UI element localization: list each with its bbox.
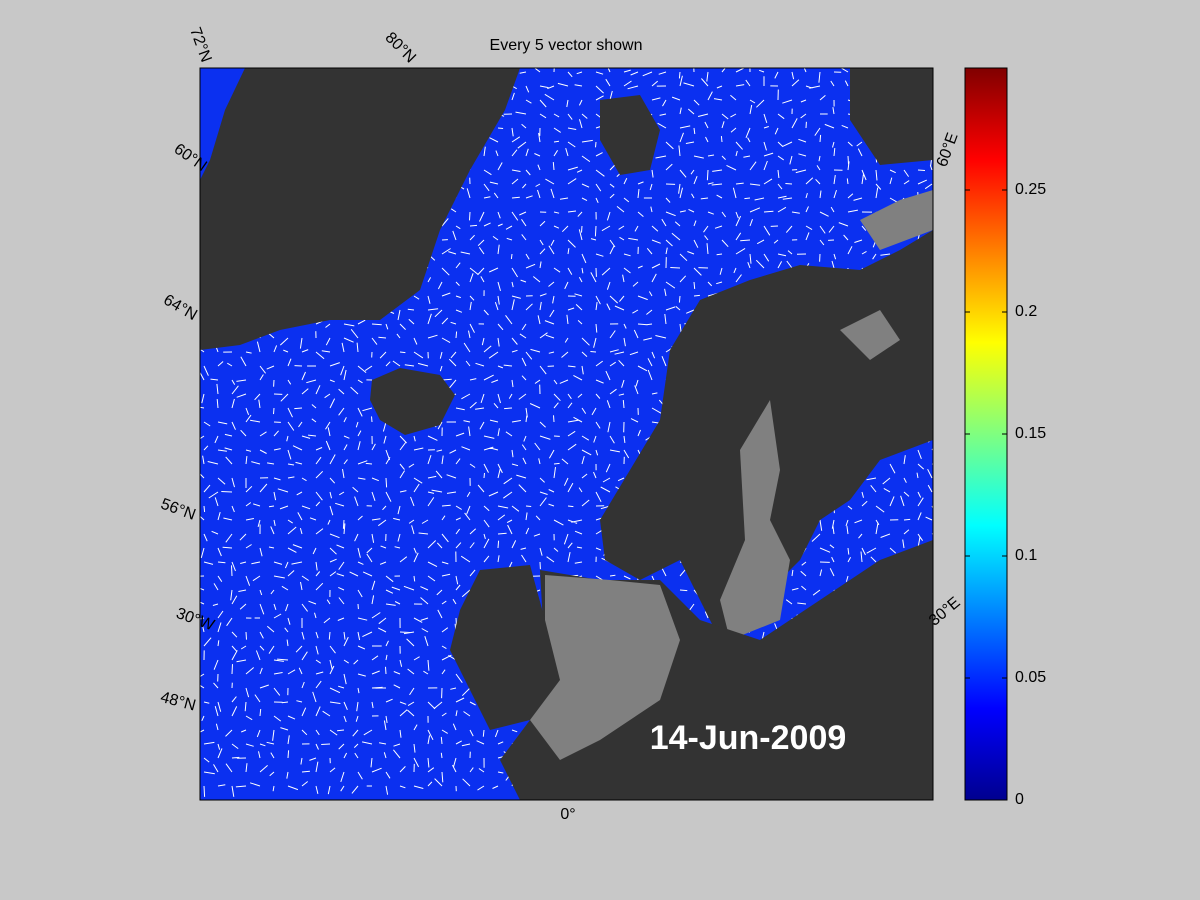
land: [370, 368, 455, 435]
land: [600, 95, 660, 175]
ocean: [200, 68, 245, 180]
land: [200, 68, 520, 350]
graticule-label: 64°N: [160, 291, 199, 324]
graticule-label: 72°N: [186, 25, 214, 64]
map: [200, 68, 933, 800]
date-label: 14-Jun-2009: [650, 719, 847, 757]
graticule-label: 0°: [560, 806, 575, 823]
colorbar-tick-label: 0.15: [1015, 425, 1046, 442]
map-title: Every 5 vector shown: [490, 37, 643, 54]
colorbar-tick-label: 0.1: [1015, 547, 1037, 564]
graticule-label: 56°N: [158, 496, 197, 524]
baltic-sea: [720, 400, 790, 640]
colorbar-tick-label: 0: [1015, 791, 1024, 808]
map-frame: [199, 67, 934, 801]
graticule-label: 48°N: [159, 689, 198, 715]
north-sea: [530, 575, 680, 760]
shallow-sea: [840, 310, 900, 360]
colorbar-tick-label: 0.25: [1015, 181, 1046, 198]
graticule-label: 80°N: [382, 29, 419, 66]
land: [850, 68, 933, 165]
colorbar: [964, 67, 1008, 801]
colorbar-tick-label: 0.05: [1015, 669, 1046, 686]
graticule-label: 60°E: [934, 131, 962, 170]
colorbar-tick-label: 0.2: [1015, 303, 1037, 320]
land: [450, 565, 560, 730]
colorbar-ticks: 0 0.05 0.1 0.15 0.2 0.25: [965, 181, 1046, 808]
shallow-sea: [860, 190, 933, 250]
